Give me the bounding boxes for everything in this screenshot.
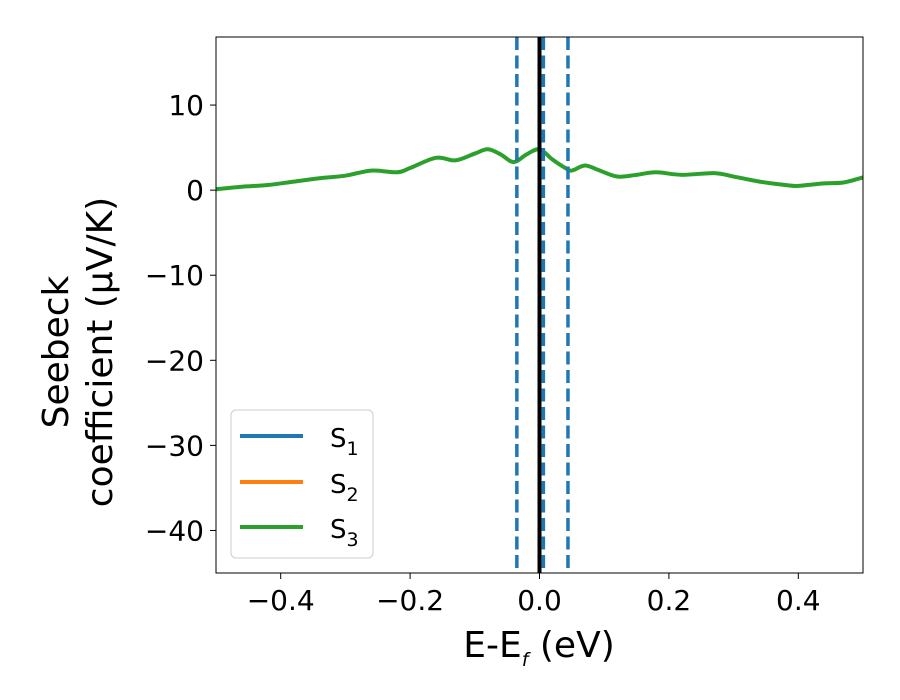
y-tick-label: 0 <box>186 174 204 207</box>
legend-label-s1: S1 <box>330 424 359 460</box>
x-tick-label: 0.0 <box>517 584 562 617</box>
y-tick-label: −40 <box>145 514 204 547</box>
series-line-s3 <box>216 147 863 192</box>
y-axis-label: Seebeck coefficient (μV/K) <box>36 197 121 507</box>
y-tick-label: 10 <box>168 89 204 122</box>
y-tick-label: −10 <box>145 259 204 292</box>
legend: S1 S2 S3 <box>230 409 374 559</box>
x-tick-label: −0.4 <box>247 584 315 617</box>
y-axis: 10 0 −10 −20 −30 −40 <box>145 89 216 547</box>
x-axis: −0.4 −0.2 0.0 0.2 0.4 <box>247 573 821 617</box>
x-tick-label: 0.2 <box>647 584 692 617</box>
plot-frame <box>215 36 864 574</box>
y-axis-label-line1: Seebeck <box>36 275 77 428</box>
x-tick-label: 0.4 <box>776 584 821 617</box>
x-tick-label: −0.2 <box>376 584 444 617</box>
y-axis-label-line2: coefficient (μV/K) <box>80 197 121 507</box>
legend-label-s3: S3 <box>330 515 359 551</box>
legend-label-s2: S2 <box>330 470 359 506</box>
plot-area <box>216 37 863 573</box>
x-axis-label: E-Ef (eV) <box>463 625 615 671</box>
y-tick-label: −20 <box>145 344 204 377</box>
y-tick-label: −30 <box>145 429 204 462</box>
